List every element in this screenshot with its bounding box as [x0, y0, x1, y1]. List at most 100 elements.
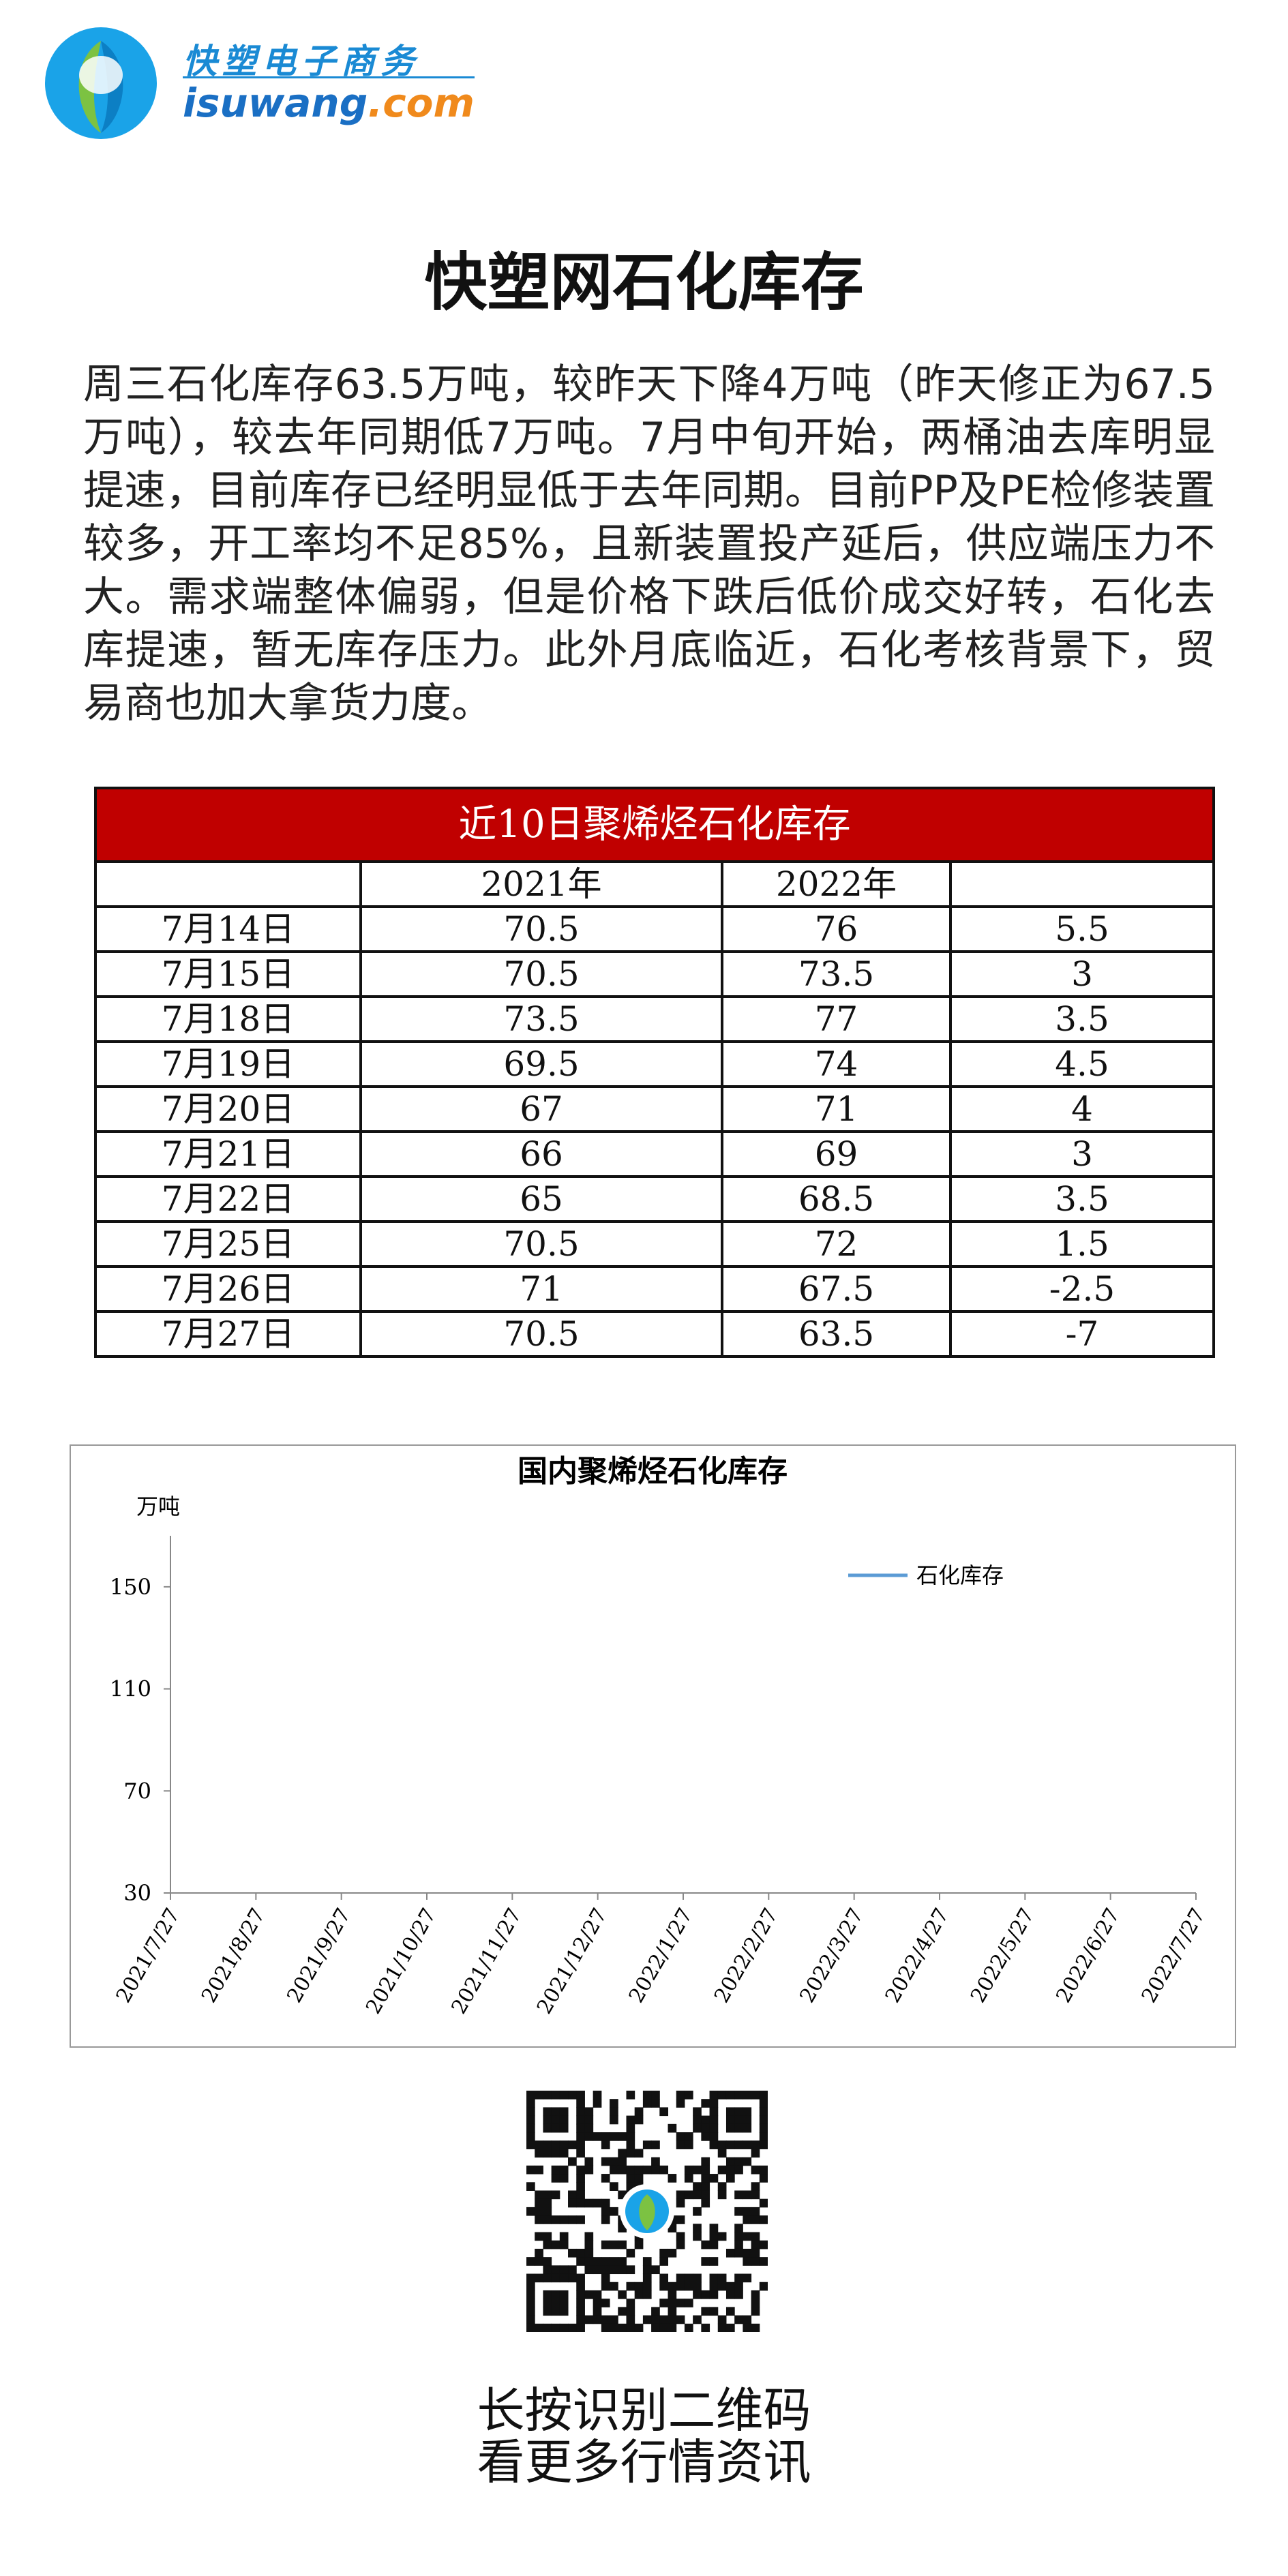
- qr-module: [651, 2315, 660, 2324]
- table-cell: 4: [949, 1085, 1215, 1133]
- x-tick-label: 2021/10/27: [361, 1905, 441, 2018]
- qr-module: [551, 2290, 560, 2299]
- qr-module: [601, 2282, 610, 2291]
- qr-module: [601, 2174, 610, 2183]
- qr-module: [584, 2257, 594, 2266]
- qr-module: [551, 2273, 560, 2283]
- table-cell: 4.5: [949, 1040, 1215, 1088]
- qr-module: [576, 2248, 585, 2258]
- qr-module: [659, 2107, 669, 2117]
- qr-module: [668, 2315, 677, 2324]
- qr-module: [535, 2273, 543, 2283]
- qr-module: [734, 2091, 743, 2100]
- qr-module: [684, 2323, 693, 2332]
- qr-module: [551, 2299, 560, 2307]
- qr-module: [576, 2107, 585, 2117]
- qr-module: [559, 2140, 569, 2149]
- qr-module: [693, 2232, 702, 2241]
- qr-module: [551, 2115, 560, 2125]
- qr-module: [568, 2198, 577, 2208]
- qr-module: [543, 2257, 552, 2266]
- table-cell: 71: [721, 1085, 952, 1133]
- qr-module: [717, 2165, 727, 2175]
- qr-module: [584, 2265, 594, 2275]
- qr-module: [693, 2315, 702, 2324]
- qr-module: [701, 2190, 710, 2200]
- qr-module: [526, 2165, 535, 2175]
- qr-module: [676, 2215, 685, 2224]
- qr-module: [751, 2140, 760, 2149]
- qr-module: [701, 2165, 710, 2175]
- table-cell: 7月26日: [94, 1265, 362, 1313]
- qr-module: [717, 2140, 727, 2149]
- x-tick-label: 2022/7/27: [1137, 1905, 1210, 2007]
- qr-module: [543, 2323, 552, 2332]
- qr-module: [717, 2190, 727, 2200]
- table-cell: 63.5: [721, 1310, 952, 1358]
- qr-module: [543, 2190, 552, 2200]
- qr-caption: 看更多行情资讯: [477, 2434, 811, 2490]
- qr-module: [584, 2115, 594, 2125]
- qr-module: [734, 2224, 743, 2233]
- qr-module: [709, 2140, 719, 2149]
- qr-module: [584, 2165, 594, 2175]
- y-tick-label: 110: [110, 1676, 151, 1702]
- qr-module: [709, 2307, 719, 2316]
- qr-module: [559, 2091, 569, 2100]
- qr-module: [576, 2123, 585, 2133]
- qr-module: [701, 2174, 710, 2183]
- table-cell: 67.5: [721, 1265, 952, 1313]
- qr-module: [559, 2323, 569, 2332]
- qr-module: [759, 2123, 768, 2133]
- qr-module: [734, 2115, 743, 2125]
- x-tick-label: 2022/1/27: [625, 1905, 698, 2007]
- qr-module: [684, 2273, 693, 2283]
- qr-module: [725, 2091, 735, 2100]
- qr-module: [551, 2190, 560, 2200]
- qr-module: [526, 2282, 535, 2291]
- qr-module: [701, 2257, 710, 2266]
- qr-module: [717, 2091, 727, 2100]
- qr-module: [668, 2123, 677, 2133]
- qr-module: [576, 2099, 585, 2108]
- qr-module: [535, 2190, 543, 2200]
- x-tick-label: 2021/12/27: [533, 1905, 612, 2018]
- qr-module: [709, 2174, 719, 2183]
- qr-module: [693, 2290, 702, 2299]
- qr-module: [601, 2207, 610, 2216]
- qr-module: [751, 2232, 760, 2241]
- qr-module: [734, 2165, 743, 2175]
- qr-module: [618, 2323, 627, 2332]
- qr-module: [584, 2232, 594, 2241]
- qr-module: [725, 2323, 735, 2332]
- qr-module: [709, 2099, 719, 2108]
- qr-module: [743, 2232, 752, 2241]
- qr-module: [701, 2290, 710, 2299]
- qr-module: [568, 2248, 577, 2258]
- qr-module: [709, 2091, 719, 2100]
- qr-module: [743, 2140, 752, 2149]
- qr-module: [626, 2265, 635, 2275]
- qr-module: [559, 2215, 569, 2224]
- qr-module: [601, 2265, 610, 2275]
- qr-module: [626, 2091, 635, 2100]
- qr-module: [693, 2165, 702, 2175]
- qr-module: [668, 2282, 677, 2291]
- qr-module: [576, 2115, 585, 2125]
- qr-module: [709, 2115, 719, 2125]
- qr-module: [568, 2091, 577, 2100]
- chart-frame: [70, 1444, 1236, 2048]
- qr-module: [734, 2248, 743, 2258]
- qr-module: [543, 2307, 552, 2316]
- qr-module: [576, 2182, 585, 2191]
- qr-module: [593, 2315, 602, 2324]
- qr-module: [651, 2140, 660, 2149]
- qr-module: [535, 2149, 543, 2158]
- qr-module: [568, 2190, 577, 2200]
- qr-module: [593, 2132, 602, 2141]
- chart-title: 国内聚烯烃石化库存: [518, 1454, 788, 1489]
- qr-module: [601, 2140, 610, 2149]
- qr-module: [559, 2273, 569, 2283]
- qr-module: [659, 2299, 669, 2307]
- qr-module: [676, 2190, 685, 2200]
